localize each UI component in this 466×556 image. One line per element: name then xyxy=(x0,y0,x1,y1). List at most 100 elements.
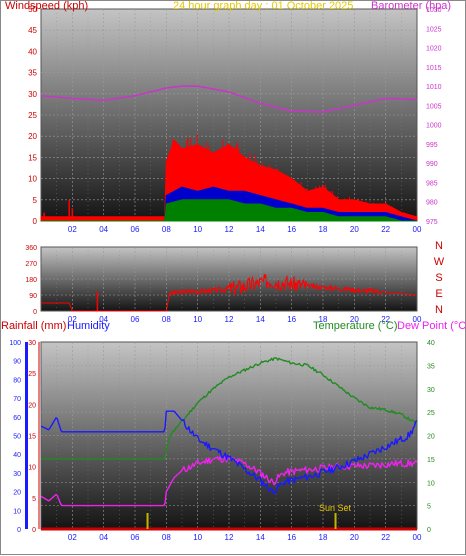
wind-y-tick-label: 40 xyxy=(28,47,37,56)
barometer-y-tick-label: 980 xyxy=(426,200,438,207)
temperature-y-tick-label: 10 xyxy=(427,480,435,487)
wind-x-tick-label: 20 xyxy=(350,225,359,234)
direction-compass-label: S xyxy=(435,272,442,284)
climate-x-tick-label: 00 xyxy=(413,533,422,542)
direction-x-tick-label: 00 xyxy=(413,315,422,324)
wind-x-tick-label: 12 xyxy=(225,225,234,234)
wind-x-tick-label: 00 xyxy=(413,225,422,234)
humidity-axis-bar xyxy=(25,342,28,529)
wind-y-tick-label: 5 xyxy=(33,196,38,205)
humidity-series xyxy=(40,410,418,495)
barometer-y-tick-label: 1020 xyxy=(426,46,442,53)
wind-x-tick-label: 10 xyxy=(193,225,202,234)
climate-x-tick-label: 22 xyxy=(381,533,390,542)
temperature-y-tick-label: 0 xyxy=(427,527,431,534)
direction-x-tick-label: 10 xyxy=(193,315,202,324)
barometer-y-tick-label: 975 xyxy=(426,219,438,226)
wind-y-tick-label: 45 xyxy=(28,26,37,35)
wind-average-series xyxy=(40,199,418,222)
humidity-y-tick-label: 50 xyxy=(13,434,21,441)
humidity-y-tick-label: 70 xyxy=(13,396,21,403)
climate-x-tick-label: 12 xyxy=(225,533,234,542)
direction-x-tick-label: 14 xyxy=(256,315,265,324)
wind-x-tick-label: 04 xyxy=(99,225,108,234)
direction-compass-label: N xyxy=(435,304,443,316)
wind-direction-series xyxy=(41,273,417,312)
wind-y-tick-label: 20 xyxy=(28,132,37,141)
direction-x-tick-label: 02 xyxy=(68,315,77,324)
humidity-y-tick-label: 60 xyxy=(13,415,21,422)
wind-y-tick-label: 25 xyxy=(28,111,37,120)
dewpoint-axis-title: Dew Point (°C) xyxy=(397,320,466,332)
barometer-y-tick-label: 1030 xyxy=(426,7,442,14)
climate-x-tick-label: 10 xyxy=(193,533,202,542)
barometer-y-tick-label: 990 xyxy=(426,161,438,168)
rainfall-y-tick-label: 30 xyxy=(28,340,36,347)
wind-x-tick-label: 02 xyxy=(68,225,77,234)
direction-x-tick-label: 18 xyxy=(319,315,328,324)
barometer-y-tick-label: 1010 xyxy=(426,84,442,91)
temperature-series xyxy=(41,357,418,460)
direction-y-tick-label: 0 xyxy=(33,309,37,316)
humidity-y-tick-label: 0 xyxy=(17,527,21,534)
direction-compass-label: W xyxy=(434,256,445,268)
direction-y-tick-label: 270 xyxy=(25,261,37,268)
wind-x-tick-label: 06 xyxy=(131,225,140,234)
humidity-y-tick-label: 100 xyxy=(9,340,21,347)
direction-x-tick-label: 12 xyxy=(225,315,234,324)
wind-x-tick-label: 18 xyxy=(319,225,328,234)
dewpoint-series xyxy=(40,455,418,507)
rainfall-axis-title: Rainfall (mm) xyxy=(1,320,67,332)
climate-x-tick-label: 08 xyxy=(162,533,171,542)
wind-y-tick-label: 15 xyxy=(28,153,37,162)
temperature-y-tick-label: 30 xyxy=(427,387,435,394)
climate-x-tick-label: 20 xyxy=(350,533,359,542)
direction-y-tick-label: 90 xyxy=(29,293,37,300)
direction-compass-label: N xyxy=(435,240,443,252)
wind-y-tick-label: 10 xyxy=(28,175,37,184)
direction-x-tick-label: 04 xyxy=(99,315,108,324)
temperature-y-tick-label: 5 xyxy=(427,504,431,511)
wind-y-tick-label: 50 xyxy=(28,5,37,14)
barometer-y-tick-label: 1005 xyxy=(426,103,442,110)
wind-y-tick-label: 0 xyxy=(33,217,38,226)
barometer-y-tick-label: 995 xyxy=(426,142,438,149)
humidity-axis-title: Humidity xyxy=(67,320,110,332)
humidity-y-tick-label: 80 xyxy=(13,377,21,384)
graph-date-title: 24 hour graph day : 01 October 2025 xyxy=(173,0,354,12)
humidity-y-tick-label: 90 xyxy=(13,359,21,366)
sun-set-annotation: Sun Set xyxy=(319,503,352,513)
climate-x-tick-label: 14 xyxy=(256,533,265,542)
climate-x-tick-label: 06 xyxy=(131,533,140,542)
direction-y-tick-label: 360 xyxy=(25,245,37,252)
climate-x-tick-label: 18 xyxy=(319,533,328,542)
wind-y-tick-label: 35 xyxy=(28,69,37,78)
temperature-y-tick-label: 20 xyxy=(427,434,435,441)
temperature-y-tick-label: 40 xyxy=(427,340,435,347)
rainfall-y-tick-label: 25 xyxy=(28,371,36,378)
humidity-y-tick-label: 10 xyxy=(13,508,21,515)
rainfall-y-tick-label: 10 xyxy=(28,465,36,472)
barometer-y-tick-label: 1025 xyxy=(426,26,442,33)
barometer-y-tick-label: 1015 xyxy=(426,65,442,72)
barometer-axis-title: Barometer (hpa) xyxy=(371,0,452,12)
climate-x-tick-label: 16 xyxy=(287,533,296,542)
rainfall-y-tick-label: 20 xyxy=(28,402,36,409)
wind-x-tick-label: 08 xyxy=(162,225,171,234)
barometer-y-tick-label: 1000 xyxy=(426,123,442,130)
wind-x-tick-label: 22 xyxy=(381,225,390,234)
direction-x-tick-label: 20 xyxy=(350,315,359,324)
wind-y-tick-label: 30 xyxy=(28,90,37,99)
temperature-y-tick-label: 25 xyxy=(427,410,435,417)
humidity-y-tick-label: 20 xyxy=(13,490,21,497)
temperature-axis-title: Temperature (°C) xyxy=(313,320,398,332)
rainfall-y-tick-label: 15 xyxy=(28,434,36,441)
wind-x-tick-label: 16 xyxy=(287,225,296,234)
wind-x-tick-label: 14 xyxy=(256,225,265,234)
direction-compass-label: E xyxy=(435,288,442,300)
barometer-series xyxy=(40,85,418,113)
barometer-y-tick-label: 985 xyxy=(426,180,438,187)
direction-x-tick-label: 16 xyxy=(287,315,296,324)
windspeed-axis-title: Windspeed (kph) xyxy=(5,0,89,12)
